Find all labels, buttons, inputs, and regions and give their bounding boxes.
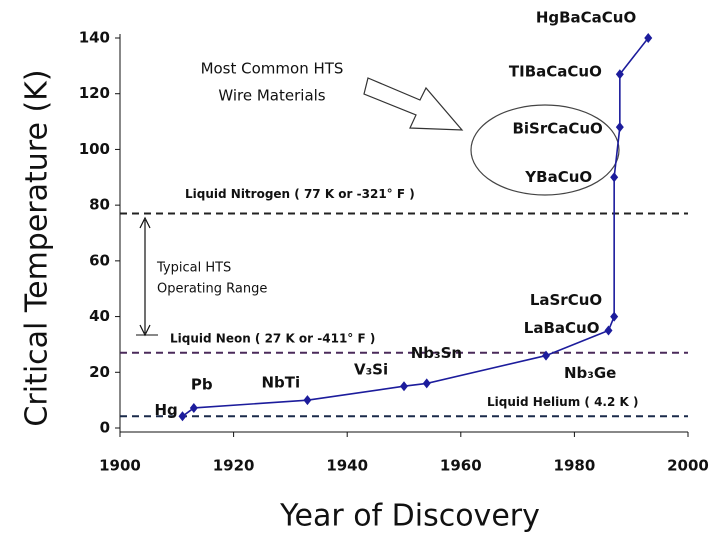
annotation: Wire Materials xyxy=(218,87,325,105)
point-label: BiSrCaCuO xyxy=(512,120,602,138)
x-tick-label: 1980 xyxy=(554,457,596,475)
data-point xyxy=(542,350,550,361)
data-point xyxy=(644,33,653,43)
annotation: Typical HTS xyxy=(156,261,231,276)
data-point xyxy=(422,378,431,389)
reference-label: Liquid Nitrogen ( 77 K or -321° F ) xyxy=(185,187,415,201)
x-tick-label: 2000 xyxy=(667,457,709,475)
y-tick-label: 100 xyxy=(79,140,110,158)
point-label: LaSrCuO xyxy=(530,291,602,309)
data-point xyxy=(189,402,198,413)
y-tick-label: 60 xyxy=(89,251,110,269)
y-tick-label: 120 xyxy=(79,84,110,102)
y-tick-label: 40 xyxy=(89,307,110,325)
y-tick-label: 0 xyxy=(100,419,110,437)
point-label: Pb xyxy=(191,375,213,393)
point-label: NbTi xyxy=(261,374,300,392)
data-point xyxy=(615,122,624,133)
point-label: V₃Si xyxy=(354,361,388,379)
x-tick-label: 1960 xyxy=(440,457,482,475)
x-axis-label: Year of Discovery xyxy=(279,499,540,534)
x-tick-label: 1920 xyxy=(213,457,255,475)
point-label: YBaCuO xyxy=(524,168,592,186)
point-label: LaBaCuO xyxy=(524,319,600,337)
callout-arrow xyxy=(363,77,464,131)
data-point xyxy=(178,411,187,422)
point-label: Nb₃Ge xyxy=(564,364,616,382)
annotation: Operating Range xyxy=(157,282,267,297)
point-label: TIBaCaCuO xyxy=(509,63,602,81)
data-point xyxy=(400,381,408,392)
y-axis-label: Critical Temperature (K) xyxy=(20,69,55,426)
data-point xyxy=(604,325,613,336)
point-label: HgBaCaCuO xyxy=(536,9,636,27)
data-point xyxy=(610,172,619,183)
point-label: Nb₃Sn xyxy=(411,344,462,362)
data-line xyxy=(182,37,649,417)
y-tick-label: 140 xyxy=(79,29,110,47)
data-point xyxy=(303,395,312,406)
y-tick-label: 80 xyxy=(89,196,110,214)
data-point xyxy=(615,69,624,80)
point-label: Hg xyxy=(154,401,177,419)
data-point xyxy=(610,311,619,322)
y-tick-label: 20 xyxy=(89,363,110,381)
highlight-ellipse xyxy=(470,104,620,196)
x-tick-label: 1940 xyxy=(326,457,368,475)
reference-label: Liquid Neon ( 27 K or -411° F ) xyxy=(170,331,375,345)
x-tick-label: 1900 xyxy=(99,457,141,475)
annotation: Most Common HTS xyxy=(201,60,344,78)
reference-label: Liquid Helium ( 4.2 K ) xyxy=(487,395,638,409)
